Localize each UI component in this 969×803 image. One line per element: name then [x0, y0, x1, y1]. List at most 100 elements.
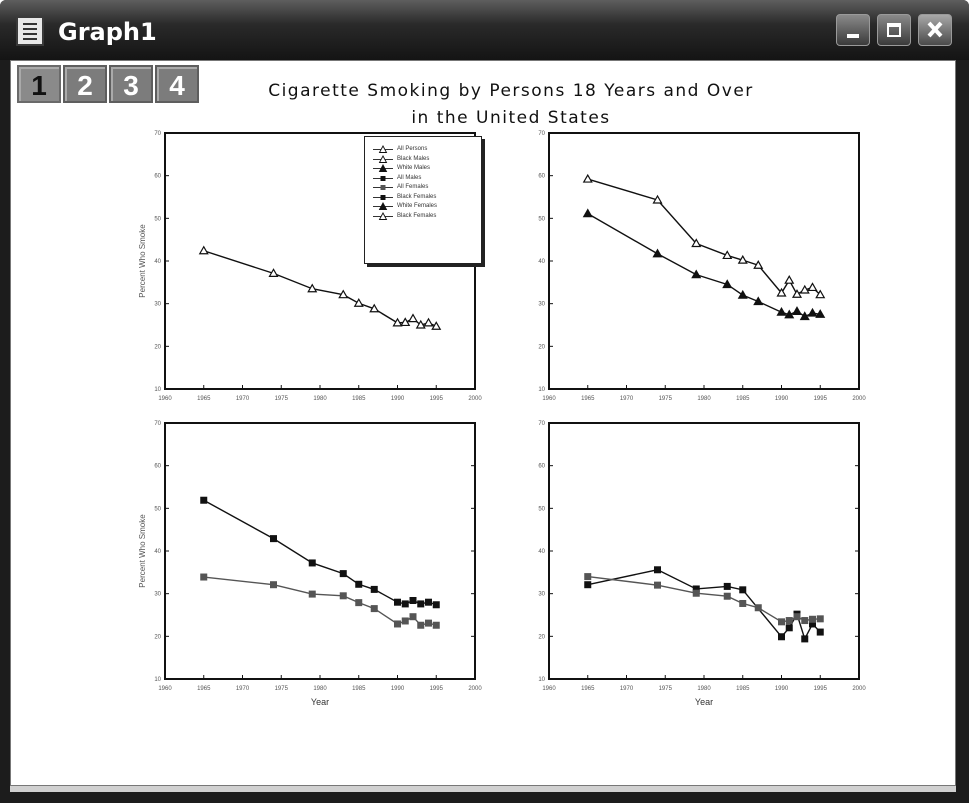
layer-tab-1[interactable]: 1	[17, 65, 61, 103]
x-tick-label: 1960	[542, 396, 556, 402]
data-point	[815, 289, 826, 299]
layer-tabs: 1 2 3 4	[17, 65, 201, 103]
x-tick-label: 2000	[468, 396, 482, 402]
plot-top-left[interactable]: 1960 1965 1970 1975 1980 1985 1990 1995 2000 10 20…	[138, 131, 487, 402]
data-point	[807, 282, 818, 292]
legend-label: White Females	[397, 203, 438, 209]
minimize-button[interactable]	[836, 14, 870, 46]
chart-svg: 1960 1965 1970 1975 1980 1985 1990 1995 2000 10 20…	[538, 421, 866, 707]
y-tick-label: 70	[154, 421, 161, 427]
data-point	[308, 590, 316, 598]
x-tick-label: 1990	[391, 396, 405, 402]
data-point	[432, 621, 440, 629]
series-line	[203, 576, 437, 627]
data-point	[392, 317, 403, 327]
data-point	[801, 635, 809, 643]
data-point	[394, 620, 401, 628]
x-tick-label: 1995	[814, 396, 828, 402]
maximize-button[interactable]	[877, 14, 911, 46]
y-axis-label: Percent Who Smoke	[138, 514, 147, 588]
plot-bottom-left[interactable]: 1960 1965 1970 1975 1980 1985 1990 1995 2000 10 20…	[138, 421, 487, 707]
data-point	[338, 289, 349, 299]
legend-symbol	[373, 154, 393, 163]
y-tick-label: 10	[538, 387, 545, 393]
legend-marker	[380, 185, 386, 190]
x-tick-label: 2000	[468, 686, 482, 692]
layer-tab-4[interactable]: 4	[155, 65, 199, 103]
data-point	[355, 580, 363, 588]
title-bar[interactable]: Graph1	[0, 0, 969, 60]
y-tick-label: 20	[538, 344, 545, 350]
legend[interactable]: All Persons Black Males White Males All Mal…	[364, 136, 482, 264]
y-tick-label: 40	[154, 259, 161, 265]
x-tick-label: 1980	[697, 686, 711, 692]
graph-window-icon[interactable]	[16, 16, 44, 46]
data-point	[431, 321, 442, 330]
x-tick-label: 1970	[236, 686, 250, 692]
data-point	[739, 586, 747, 594]
x-tick-label: 1960	[542, 686, 556, 692]
data-point	[737, 289, 748, 299]
x-tick-label: 2000	[852, 686, 866, 692]
legend-label: All Males	[397, 174, 422, 181]
data-point	[355, 599, 363, 607]
data-point	[582, 173, 593, 183]
data-point	[582, 208, 593, 218]
legend-marker	[378, 154, 388, 163]
data-point	[722, 279, 733, 289]
data-point	[801, 617, 809, 625]
plot-frame	[548, 132, 860, 390]
legend-label: Black Females	[397, 212, 437, 219]
data-point	[791, 306, 803, 315]
data-point	[409, 613, 417, 621]
data-point	[784, 274, 795, 284]
x-tick-label: 1980	[313, 396, 327, 402]
plot-top-right[interactable]: 1960 1965 1970 1975 1980 1985 1990 1995 2000 10 20…	[538, 131, 866, 402]
data-point	[200, 573, 208, 581]
x-tick-label: 1985	[352, 396, 366, 402]
data-point	[339, 592, 347, 600]
data-point	[401, 600, 409, 608]
data-point	[198, 245, 209, 255]
layer-tab-2[interactable]: 2	[63, 65, 107, 103]
plot-bottom-right[interactable]: 1960 1965 1970 1975 1980 1985 1990 1995 2000 10 20…	[538, 421, 866, 707]
layer-tab-3[interactable]: 3	[109, 65, 153, 103]
y-tick-label: 60	[538, 174, 545, 180]
data-point	[793, 613, 801, 621]
legend-label: Black Males	[397, 155, 430, 162]
legend-marker	[378, 164, 388, 172]
x-tick-label: 1960	[158, 396, 172, 402]
data-point	[270, 581, 277, 589]
x-tick-label: 1995	[430, 396, 444, 402]
data-point	[722, 250, 733, 260]
data-point	[417, 600, 425, 608]
data-point	[370, 605, 378, 613]
x-tick-label: 1975	[659, 396, 673, 402]
data-point	[776, 306, 787, 316]
data-point	[799, 284, 810, 294]
data-point	[816, 615, 824, 623]
window-bottom-edge	[10, 786, 956, 792]
legend-symbol	[373, 175, 393, 181]
y-tick-label: 30	[538, 592, 545, 598]
chart-svg: 1960 1965 1970 1975 1980 1985 1990 1995 2000 10 20…	[138, 421, 482, 707]
x-tick-label: 1980	[697, 396, 711, 402]
y-tick-label: 60	[154, 174, 161, 180]
y-tick-label: 40	[538, 549, 545, 555]
data-point	[400, 317, 411, 327]
x-tick-label: 1970	[236, 396, 250, 402]
x-tick-label: 1975	[275, 396, 289, 402]
data-point	[652, 248, 663, 258]
series-line	[587, 213, 821, 318]
data-point	[584, 573, 592, 581]
data-point	[799, 311, 810, 321]
data-point	[425, 598, 432, 606]
data-point	[778, 633, 785, 641]
data-point	[807, 307, 818, 317]
legend-symbol	[373, 164, 393, 172]
x-tick-label: 1980	[313, 686, 327, 692]
y-tick-label: 20	[154, 344, 161, 350]
close-button[interactable]	[918, 14, 952, 46]
legend-marker	[378, 202, 388, 210]
